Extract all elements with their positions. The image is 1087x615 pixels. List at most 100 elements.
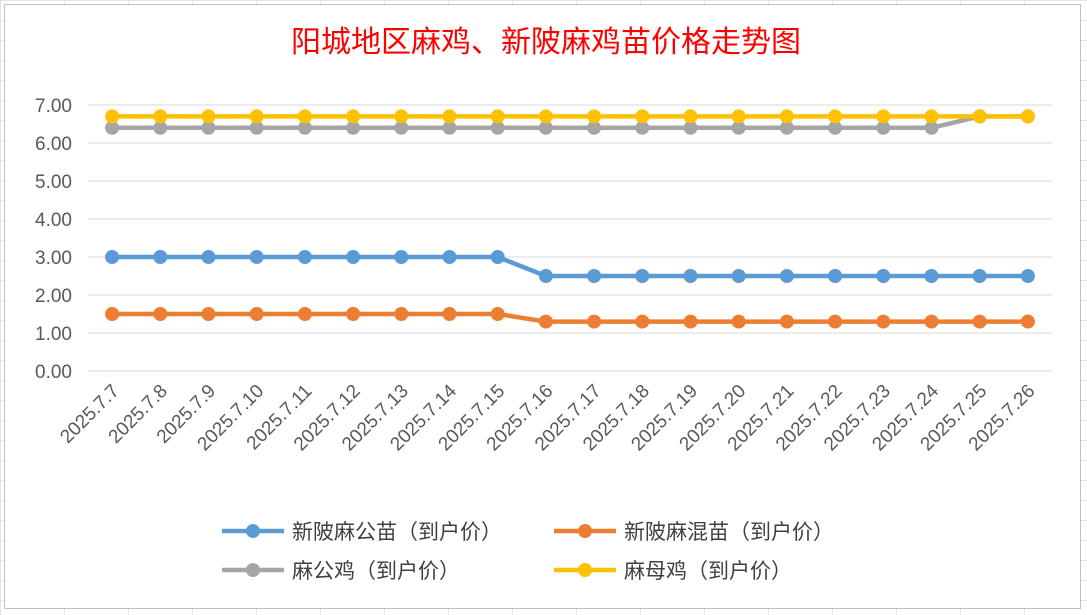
legend-swatch-marker	[578, 563, 592, 577]
data-point	[635, 120, 650, 135]
legend-item[interactable]: 新陂麻混苗（到户价）	[554, 520, 834, 544]
data-point	[924, 314, 939, 329]
data-point	[297, 250, 312, 264]
data-point	[635, 314, 650, 329]
data-point	[297, 307, 312, 321]
data-point	[1020, 109, 1035, 124]
data-point	[105, 250, 120, 264]
data-point	[346, 307, 361, 321]
data-point	[249, 307, 264, 321]
y-tick-label: 0.00	[35, 362, 72, 383]
data-point	[731, 269, 746, 283]
y-tick-label: 7.00	[35, 96, 72, 117]
data-point	[538, 314, 553, 329]
series-2	[105, 307, 1035, 329]
gridlines	[88, 104, 1052, 372]
data-point	[972, 109, 987, 124]
y-tick-label: 4.00	[35, 210, 72, 231]
data-point	[683, 120, 698, 135]
x-axis-tick-labels: 2025.7.72025.7.82025.7.92025.7.102025.7.…	[56, 380, 1039, 455]
data-point	[683, 109, 698, 124]
data-point	[538, 269, 553, 283]
y-tick-label: 5.00	[35, 172, 72, 193]
data-point	[587, 120, 602, 135]
data-point	[490, 250, 505, 264]
series-line	[112, 311, 1028, 324]
y-tick-label: 2.00	[35, 286, 72, 307]
legend-swatch-marker	[246, 524, 260, 538]
series-3	[105, 109, 1035, 135]
data-point	[394, 307, 409, 321]
data-point	[731, 314, 746, 329]
data-point	[538, 120, 553, 135]
y-tick-label: 6.00	[35, 134, 72, 155]
data-point	[683, 269, 698, 283]
data-point	[1020, 314, 1035, 329]
legend-swatch-marker	[578, 524, 592, 538]
data-point	[442, 120, 457, 135]
data-point	[153, 109, 168, 124]
data-point	[779, 120, 794, 135]
data-point	[924, 269, 939, 283]
legend-label: 新陂麻混苗（到户价）	[624, 520, 834, 544]
legend-item[interactable]: 麻母鸡（到户价）	[554, 559, 792, 583]
data-point	[346, 109, 361, 124]
data-point	[201, 109, 216, 124]
data-point	[779, 109, 794, 124]
data-point	[346, 250, 361, 264]
data-point	[779, 269, 794, 283]
data-point	[394, 250, 409, 264]
data-point	[249, 250, 264, 264]
series-lines	[105, 109, 1035, 329]
y-axis-tick-labels: 0.00 1.00 2.00 3.00 4.00 5.00 6.00 7.00	[35, 96, 72, 383]
data-point	[201, 250, 216, 264]
data-point	[490, 109, 505, 124]
data-point	[635, 269, 650, 283]
data-point	[490, 120, 505, 135]
data-point	[683, 314, 698, 329]
data-point	[153, 307, 168, 321]
data-point	[490, 307, 505, 321]
series-4	[105, 109, 1035, 124]
data-point	[972, 269, 987, 283]
data-point	[587, 269, 602, 283]
data-point	[153, 120, 168, 135]
data-point	[876, 109, 891, 124]
data-point	[105, 109, 120, 124]
data-point	[876, 120, 891, 135]
legend-label: 新陂麻公苗（到户价）	[292, 520, 502, 544]
data-point	[442, 109, 457, 124]
data-point	[442, 250, 457, 264]
data-point	[779, 314, 794, 329]
legend-label: 麻公鸡（到户价）	[292, 559, 460, 583]
data-point	[1020, 269, 1035, 283]
data-point	[105, 120, 120, 135]
data-point	[249, 120, 264, 135]
data-point	[828, 269, 843, 283]
data-point	[538, 109, 553, 124]
series-line	[112, 114, 1028, 131]
data-point	[731, 120, 746, 135]
data-point	[731, 109, 746, 124]
legend-item[interactable]: 新陂麻公苗（到户价）	[222, 520, 502, 544]
chart-title: 阳城地区麻鸡、新陂麻鸡苗价格走势图	[291, 25, 801, 60]
legend-item[interactable]: 麻公鸡（到户价）	[222, 559, 460, 583]
data-point	[828, 120, 843, 135]
data-point	[346, 120, 361, 135]
data-point	[635, 109, 650, 124]
data-point	[394, 109, 409, 124]
data-point	[249, 109, 264, 124]
data-point	[201, 120, 216, 135]
series-1	[105, 250, 1035, 283]
data-point	[972, 314, 987, 329]
data-point	[876, 314, 891, 329]
data-point	[297, 120, 312, 135]
y-tick-label: 1.00	[35, 324, 72, 345]
series-line	[112, 254, 1028, 279]
data-point	[587, 109, 602, 124]
data-point	[105, 307, 120, 321]
data-point	[297, 109, 312, 124]
data-point	[394, 120, 409, 135]
legend-label: 麻母鸡（到户价）	[624, 559, 792, 583]
